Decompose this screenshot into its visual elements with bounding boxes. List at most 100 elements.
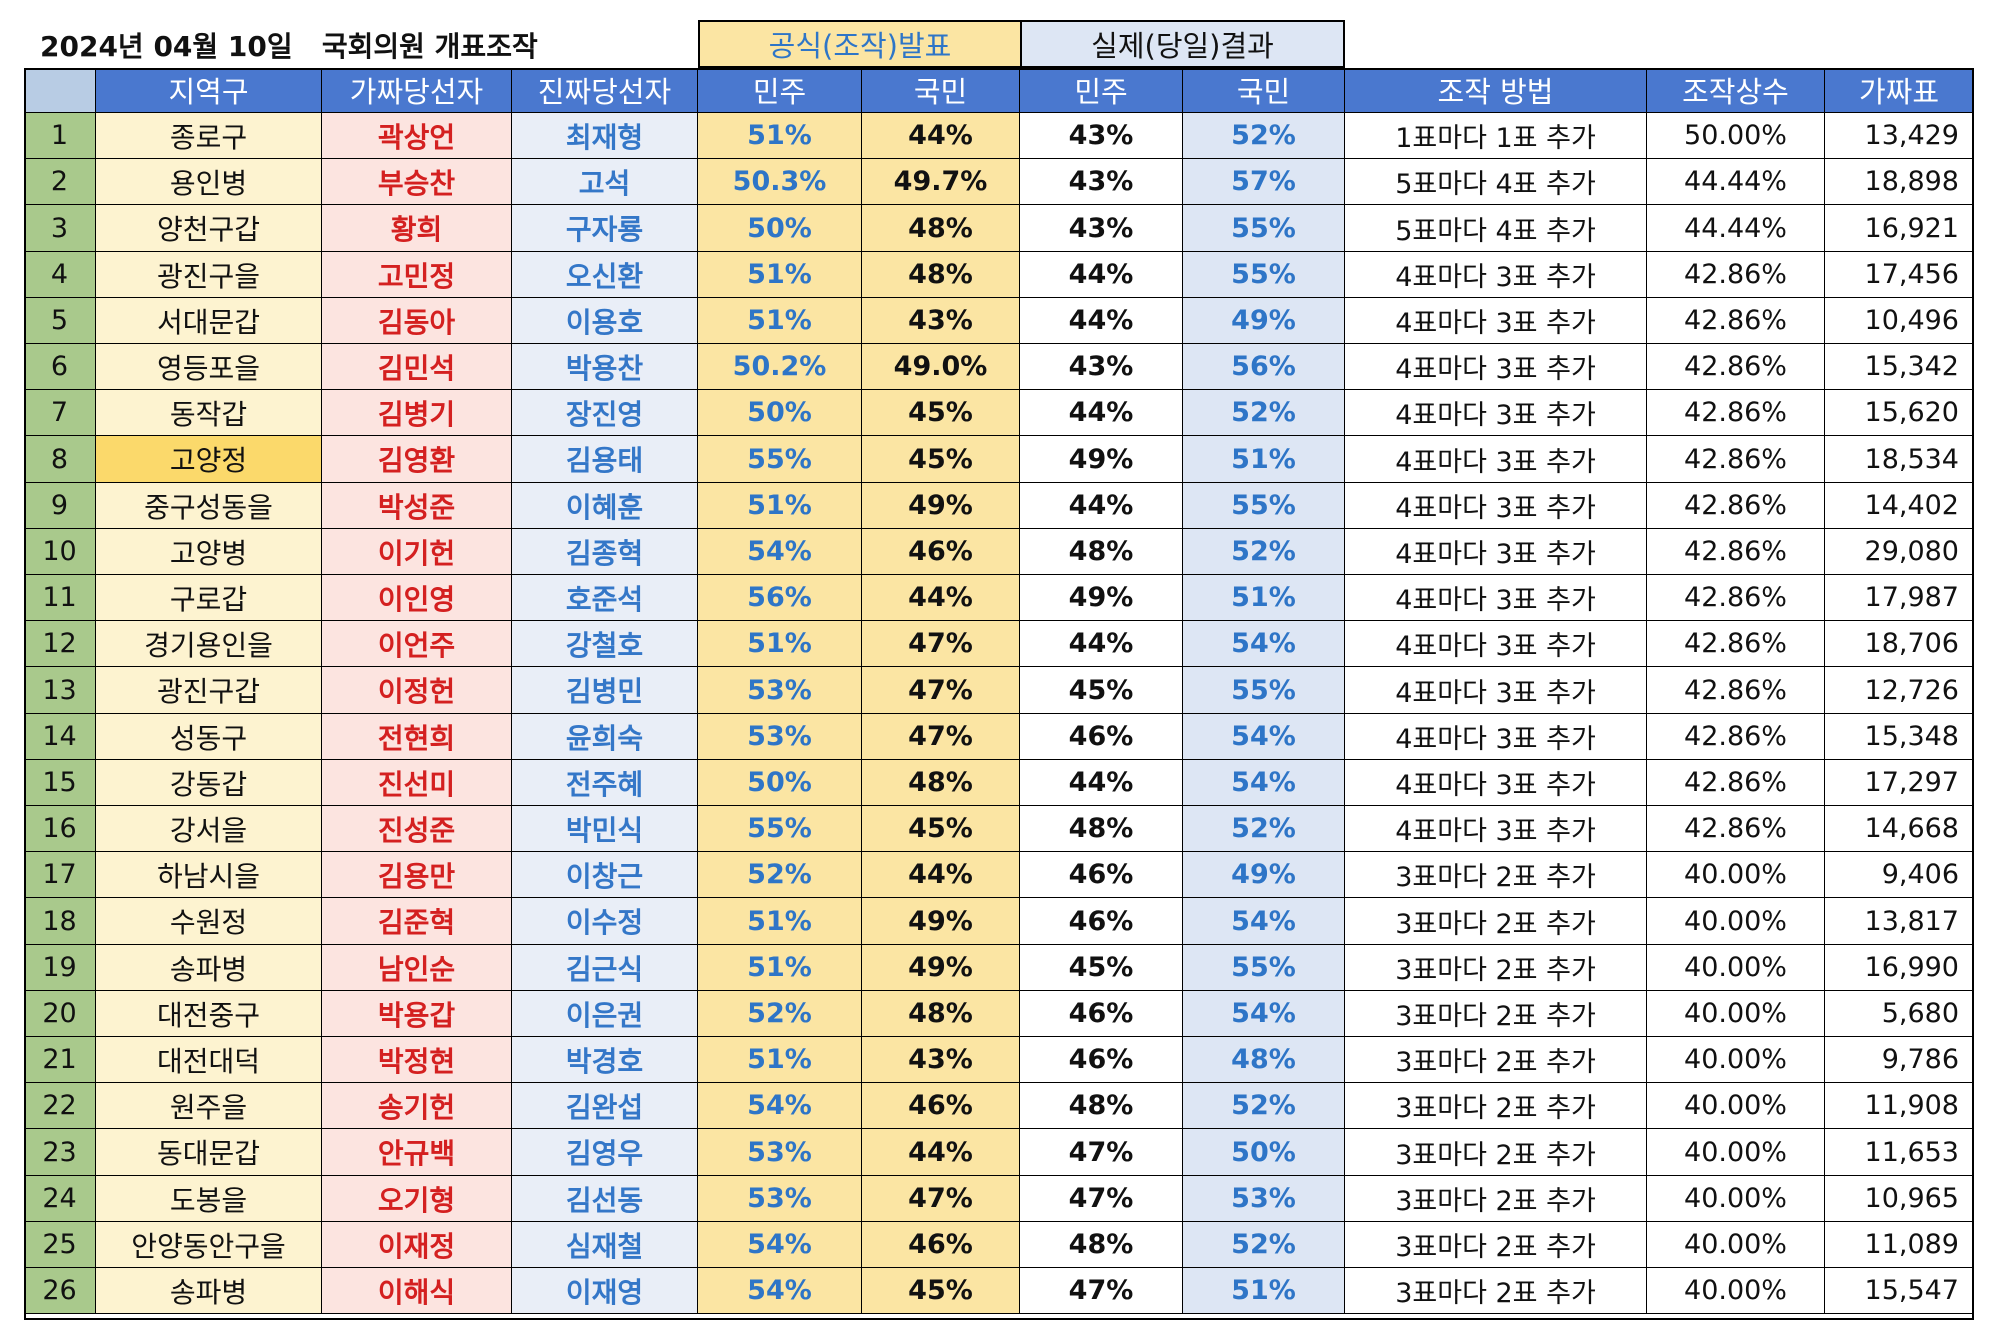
fake-winner-name: 이재정 [322, 1222, 512, 1268]
actual-dem-share: 46% [1020, 714, 1183, 760]
fake-vote-count: 15,348 [1825, 714, 1974, 760]
official-ppp-share: 47% [862, 1176, 1020, 1222]
real-winner-name: 이은권 [512, 991, 698, 1037]
actual-dem-share: 46% [1020, 1037, 1183, 1083]
actual-ppp-share: 57% [1183, 159, 1345, 205]
official-ppp-share: 45% [862, 1268, 1020, 1314]
manipulation-method: 3표마다 2표 추가 [1345, 1222, 1647, 1268]
fake-vote-count: 15,342 [1825, 344, 1974, 390]
region-name: 강서을 [96, 806, 322, 852]
fake-winner-name: 이해식 [322, 1268, 512, 1314]
official-dem-share: 55% [698, 806, 862, 852]
official-dem-share: 50% [698, 205, 862, 252]
manipulation-method: 4표마다 3표 추가 [1345, 529, 1647, 575]
manipulation-constant: 40.00% [1647, 945, 1825, 991]
row-number: 11 [24, 575, 96, 621]
actual-ppp-share: 51% [1183, 1268, 1345, 1314]
row-number: 3 [24, 205, 96, 252]
row-number: 1 [24, 113, 96, 159]
manipulation-constant: 42.86% [1647, 298, 1825, 344]
fake-vote-count: 10,965 [1825, 1176, 1974, 1222]
manipulation-method: 4표마다 3표 추가 [1345, 714, 1647, 760]
region-name: 대전대덕 [96, 1037, 322, 1083]
official-ppp-share: 46% [862, 1083, 1020, 1129]
manipulation-constant: 42.86% [1647, 621, 1825, 667]
official-ppp-share: 46% [862, 1222, 1020, 1268]
official-dem-share: 53% [698, 714, 862, 760]
official-dem-share: 52% [698, 852, 862, 898]
fake-vote-count: 17,297 [1825, 760, 1974, 806]
actual-dem-share: 44% [1020, 483, 1183, 529]
fake-vote-count: 18,898 [1825, 159, 1974, 205]
fake-winner-name: 남인순 [322, 945, 512, 991]
manipulation-constant: 50.00% [1647, 113, 1825, 159]
actual-ppp-share: 55% [1183, 945, 1345, 991]
manipulation-constant: 40.00% [1647, 1222, 1825, 1268]
official-ppp-share: 49% [862, 483, 1020, 529]
real-winner-name: 김종혁 [512, 529, 698, 575]
official-ppp-share: 44% [862, 1129, 1020, 1176]
manipulation-constant: 42.86% [1647, 252, 1825, 298]
official-ppp-share: 47% [862, 621, 1020, 667]
real-winner-name: 김용태 [512, 436, 698, 483]
header-col-constant: 조작상수 [1647, 68, 1825, 113]
actual-dem-share: 47% [1020, 1268, 1183, 1314]
actual-ppp-share: 55% [1183, 483, 1345, 529]
row-number: 26 [24, 1268, 96, 1314]
fake-winner-name: 김민석 [322, 344, 512, 390]
manipulation-method: 4표마다 3표 추가 [1345, 436, 1647, 483]
real-winner-name: 이창근 [512, 852, 698, 898]
real-winner-name: 김근식 [512, 945, 698, 991]
row-number: 4 [24, 252, 96, 298]
fake-vote-count: 17,456 [1825, 252, 1974, 298]
fake-winner-name: 오기형 [322, 1176, 512, 1222]
region-name: 구로갑 [96, 575, 322, 621]
region-name: 동대문갑 [96, 1129, 322, 1176]
actual-dem-share: 48% [1020, 806, 1183, 852]
official-ppp-share: 43% [862, 298, 1020, 344]
row-number: 22 [24, 1083, 96, 1129]
manipulation-constant: 42.86% [1647, 714, 1825, 760]
official-ppp-share: 49% [862, 898, 1020, 945]
header-col-official-dem: 민주 [698, 68, 862, 113]
official-dem-share: 53% [698, 667, 862, 714]
actual-ppp-share: 55% [1183, 667, 1345, 714]
official-dem-share: 52% [698, 991, 862, 1037]
fake-vote-count: 18,534 [1825, 436, 1974, 483]
manipulation-constant: 40.00% [1647, 1083, 1825, 1129]
official-ppp-share: 49% [862, 945, 1020, 991]
header-col-number [24, 68, 96, 113]
region-name: 강동갑 [96, 760, 322, 806]
official-dem-share: 54% [698, 1268, 862, 1314]
fake-winner-name: 안규백 [322, 1129, 512, 1176]
fake-vote-count: 11,908 [1825, 1083, 1974, 1129]
actual-ppp-share: 52% [1183, 113, 1345, 159]
row-number: 12 [24, 621, 96, 667]
fake-vote-count: 10,496 [1825, 298, 1974, 344]
official-dem-share: 54% [698, 529, 862, 575]
fake-winner-name: 진선미 [322, 760, 512, 806]
fake-winner-name: 김영환 [322, 436, 512, 483]
official-ppp-share: 44% [862, 113, 1020, 159]
actual-dem-share: 44% [1020, 621, 1183, 667]
fake-vote-count: 14,402 [1825, 483, 1974, 529]
row-number: 25 [24, 1222, 96, 1268]
actual-dem-share: 43% [1020, 344, 1183, 390]
row-number: 13 [24, 667, 96, 714]
real-winner-name: 최재형 [512, 113, 698, 159]
header-col-fake-votes: 가짜표 [1825, 68, 1974, 113]
manipulation-method: 3표마다 2표 추가 [1345, 852, 1647, 898]
fake-vote-count: 14,668 [1825, 806, 1974, 852]
official-dem-share: 51% [698, 113, 862, 159]
actual-dem-share: 46% [1020, 991, 1183, 1037]
manipulation-method: 4표마다 3표 추가 [1345, 390, 1647, 436]
manipulation-constant: 40.00% [1647, 1037, 1825, 1083]
official-dem-share: 51% [698, 1037, 862, 1083]
fake-winner-name: 이언주 [322, 621, 512, 667]
manipulation-method: 4표마다 3표 추가 [1345, 252, 1647, 298]
real-winner-name: 김병민 [512, 667, 698, 714]
row-number: 10 [24, 529, 96, 575]
official-dem-share: 56% [698, 575, 862, 621]
fake-winner-name: 송기헌 [322, 1083, 512, 1129]
